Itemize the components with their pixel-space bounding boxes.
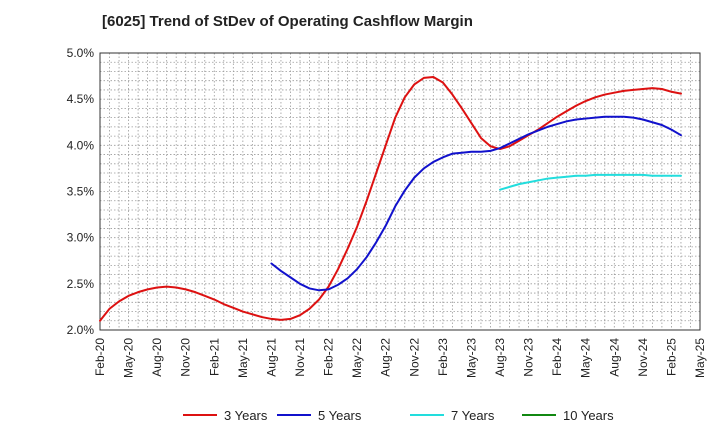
y-tick-label: 3.0% <box>67 231 95 245</box>
x-tick-label: Aug-22 <box>379 338 393 377</box>
chart-title: [6025] Trend of StDev of Operating Cashf… <box>102 13 473 30</box>
x-tick-label: Aug-23 <box>493 338 507 377</box>
x-tick-label: Feb-23 <box>436 338 450 376</box>
x-tick-label: Nov-20 <box>179 338 193 377</box>
legend-label: 5 Years <box>318 408 362 423</box>
x-tick-label: Aug-21 <box>264 338 278 377</box>
y-tick-label: 2.0% <box>67 323 95 337</box>
axes <box>99 52 701 331</box>
y-tick-label: 2.5% <box>67 277 95 291</box>
x-tick-label: Feb-25 <box>664 338 678 376</box>
x-tick-label: Feb-22 <box>322 338 336 376</box>
y-tick-label: 5.0% <box>67 46 95 60</box>
series-lines <box>99 76 682 322</box>
y-tick-label: 4.0% <box>67 138 95 152</box>
plot-frame <box>99 52 701 331</box>
x-tick-labels: Feb-20 May-20 Aug-20 Nov-20 Feb-21 May-21 Aug-… <box>93 338 707 378</box>
x-tick-label: Feb-24 <box>550 338 564 376</box>
x-tick-label: May-24 <box>579 338 593 378</box>
series-line <box>99 76 682 322</box>
x-tick-label: Aug-24 <box>607 338 621 377</box>
legend: 3 Years 5 Years 7 Years 10 Years <box>183 408 614 423</box>
x-tick-label: May-20 <box>122 338 136 378</box>
x-tick-label: Feb-21 <box>207 338 221 376</box>
x-tick-label: May-25 <box>693 338 707 378</box>
x-tick-label: Nov-21 <box>293 338 307 377</box>
x-tick-label: Feb-20 <box>93 338 107 376</box>
x-tick-label: Nov-23 <box>522 338 536 377</box>
x-tick-label: Nov-24 <box>636 338 650 377</box>
series-line <box>499 173 682 191</box>
y-tick-label: 3.5% <box>67 185 95 199</box>
x-tick-label: Nov-22 <box>407 338 421 377</box>
legend-label: 10 Years <box>563 408 614 423</box>
x-tick-label: May-22 <box>350 338 364 378</box>
x-tick-label: May-21 <box>236 338 250 378</box>
y-tick-labels: 2.0% 2.5% 3.0% 3.5% 4.0% 4.5% 5.0% <box>67 46 95 337</box>
y-tick-label: 4.5% <box>67 92 95 106</box>
x-tick-label: Aug-20 <box>150 338 164 377</box>
x-tick-label: May-23 <box>464 338 478 378</box>
legend-label: 7 Years <box>451 408 495 423</box>
series-line <box>270 115 682 292</box>
legend-label: 3 Years <box>224 408 268 423</box>
